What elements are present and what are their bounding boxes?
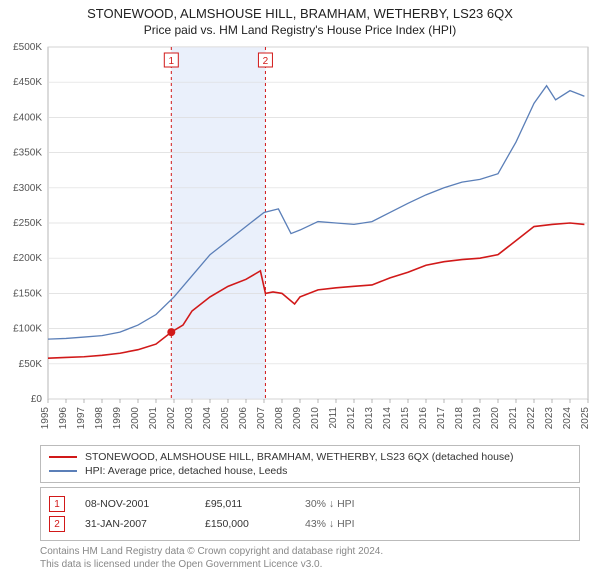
svg-text:2007: 2007 [256, 407, 267, 430]
svg-text:2025: 2025 [580, 407, 591, 430]
svg-text:2020: 2020 [490, 407, 501, 430]
svg-text:2008: 2008 [274, 407, 285, 430]
svg-text:2024: 2024 [562, 407, 573, 430]
svg-text:£250K: £250K [13, 218, 42, 229]
page-subtitle: Price paid vs. HM Land Registry's House … [0, 23, 600, 37]
svg-text:2012: 2012 [346, 407, 357, 430]
footer-line: Contains HM Land Registry data © Crown c… [40, 545, 580, 558]
svg-text:2004: 2004 [202, 407, 213, 430]
svg-text:2003: 2003 [184, 407, 195, 430]
svg-text:2019: 2019 [472, 407, 483, 430]
svg-text:£50K: £50K [19, 359, 43, 370]
footer: Contains HM Land Registry data © Crown c… [40, 545, 580, 571]
svg-text:2011: 2011 [328, 407, 339, 429]
svg-text:2010: 2010 [310, 407, 321, 430]
svg-text:1996: 1996 [58, 407, 69, 430]
svg-text:1997: 1997 [76, 407, 87, 430]
event-price: £150,000 [205, 518, 285, 530]
svg-text:2016: 2016 [418, 407, 429, 430]
svg-text:2005: 2005 [220, 407, 231, 430]
svg-text:1: 1 [169, 56, 175, 67]
svg-text:2021: 2021 [508, 407, 519, 430]
svg-text:2: 2 [263, 56, 269, 67]
legend-label: HPI: Average price, detached house, Leed… [85, 465, 287, 477]
legend-item: HPI: Average price, detached house, Leed… [49, 464, 571, 478]
legend: STONEWOOD, ALMSHOUSE HILL, BRAMHAM, WETH… [40, 445, 580, 483]
svg-text:2002: 2002 [166, 407, 177, 430]
svg-text:2018: 2018 [454, 407, 465, 430]
event-date: 08-NOV-2001 [85, 498, 185, 510]
legend-item: STONEWOOD, ALMSHOUSE HILL, BRAMHAM, WETH… [49, 450, 571, 464]
svg-text:2023: 2023 [544, 407, 555, 430]
svg-text:2013: 2013 [364, 407, 375, 430]
svg-text:£150K: £150K [13, 288, 42, 299]
svg-text:2006: 2006 [238, 407, 249, 430]
svg-text:£200K: £200K [13, 253, 42, 264]
svg-text:2014: 2014 [382, 407, 393, 430]
svg-text:£0: £0 [31, 394, 43, 405]
svg-text:1998: 1998 [94, 407, 105, 430]
event-diff: 43% ↓ HPI [305, 518, 355, 530]
svg-text:£400K: £400K [13, 112, 42, 123]
legend-label: STONEWOOD, ALMSHOUSE HILL, BRAMHAM, WETH… [85, 451, 514, 463]
page-title: STONEWOOD, ALMSHOUSE HILL, BRAMHAM, WETH… [0, 6, 600, 21]
event-price: £95,011 [205, 498, 285, 510]
legend-swatch [49, 470, 77, 472]
svg-text:1999: 1999 [112, 407, 123, 430]
svg-text:1995: 1995 [40, 407, 51, 430]
svg-text:2022: 2022 [526, 407, 537, 430]
svg-text:2009: 2009 [292, 407, 303, 430]
price-chart: £0 £50K £100K £150K £200K £250K £300K £350K £400… [0, 39, 600, 439]
events-table: 1 08-NOV-2001 £95,011 30% ↓ HPI 2 31-JAN-2007… [40, 487, 580, 541]
svg-text:£350K: £350K [13, 148, 42, 159]
svg-text:2000: 2000 [130, 407, 141, 430]
svg-text:£300K: £300K [13, 183, 42, 194]
event-diff: 30% ↓ HPI [305, 498, 355, 510]
svg-text:£100K: £100K [13, 324, 42, 335]
svg-text:2001: 2001 [148, 407, 159, 430]
legend-swatch [49, 456, 77, 458]
svg-text:2015: 2015 [400, 407, 411, 430]
event-row: 1 08-NOV-2001 £95,011 30% ↓ HPI [49, 494, 571, 514]
event-date: 31-JAN-2007 [85, 518, 185, 530]
event-marker: 1 [49, 496, 65, 512]
event-row: 2 31-JAN-2007 £150,000 43% ↓ HPI [49, 514, 571, 534]
svg-text:£500K: £500K [13, 42, 42, 53]
svg-text:£450K: £450K [13, 77, 42, 88]
svg-text:2017: 2017 [436, 407, 447, 430]
event-marker: 2 [49, 516, 65, 532]
